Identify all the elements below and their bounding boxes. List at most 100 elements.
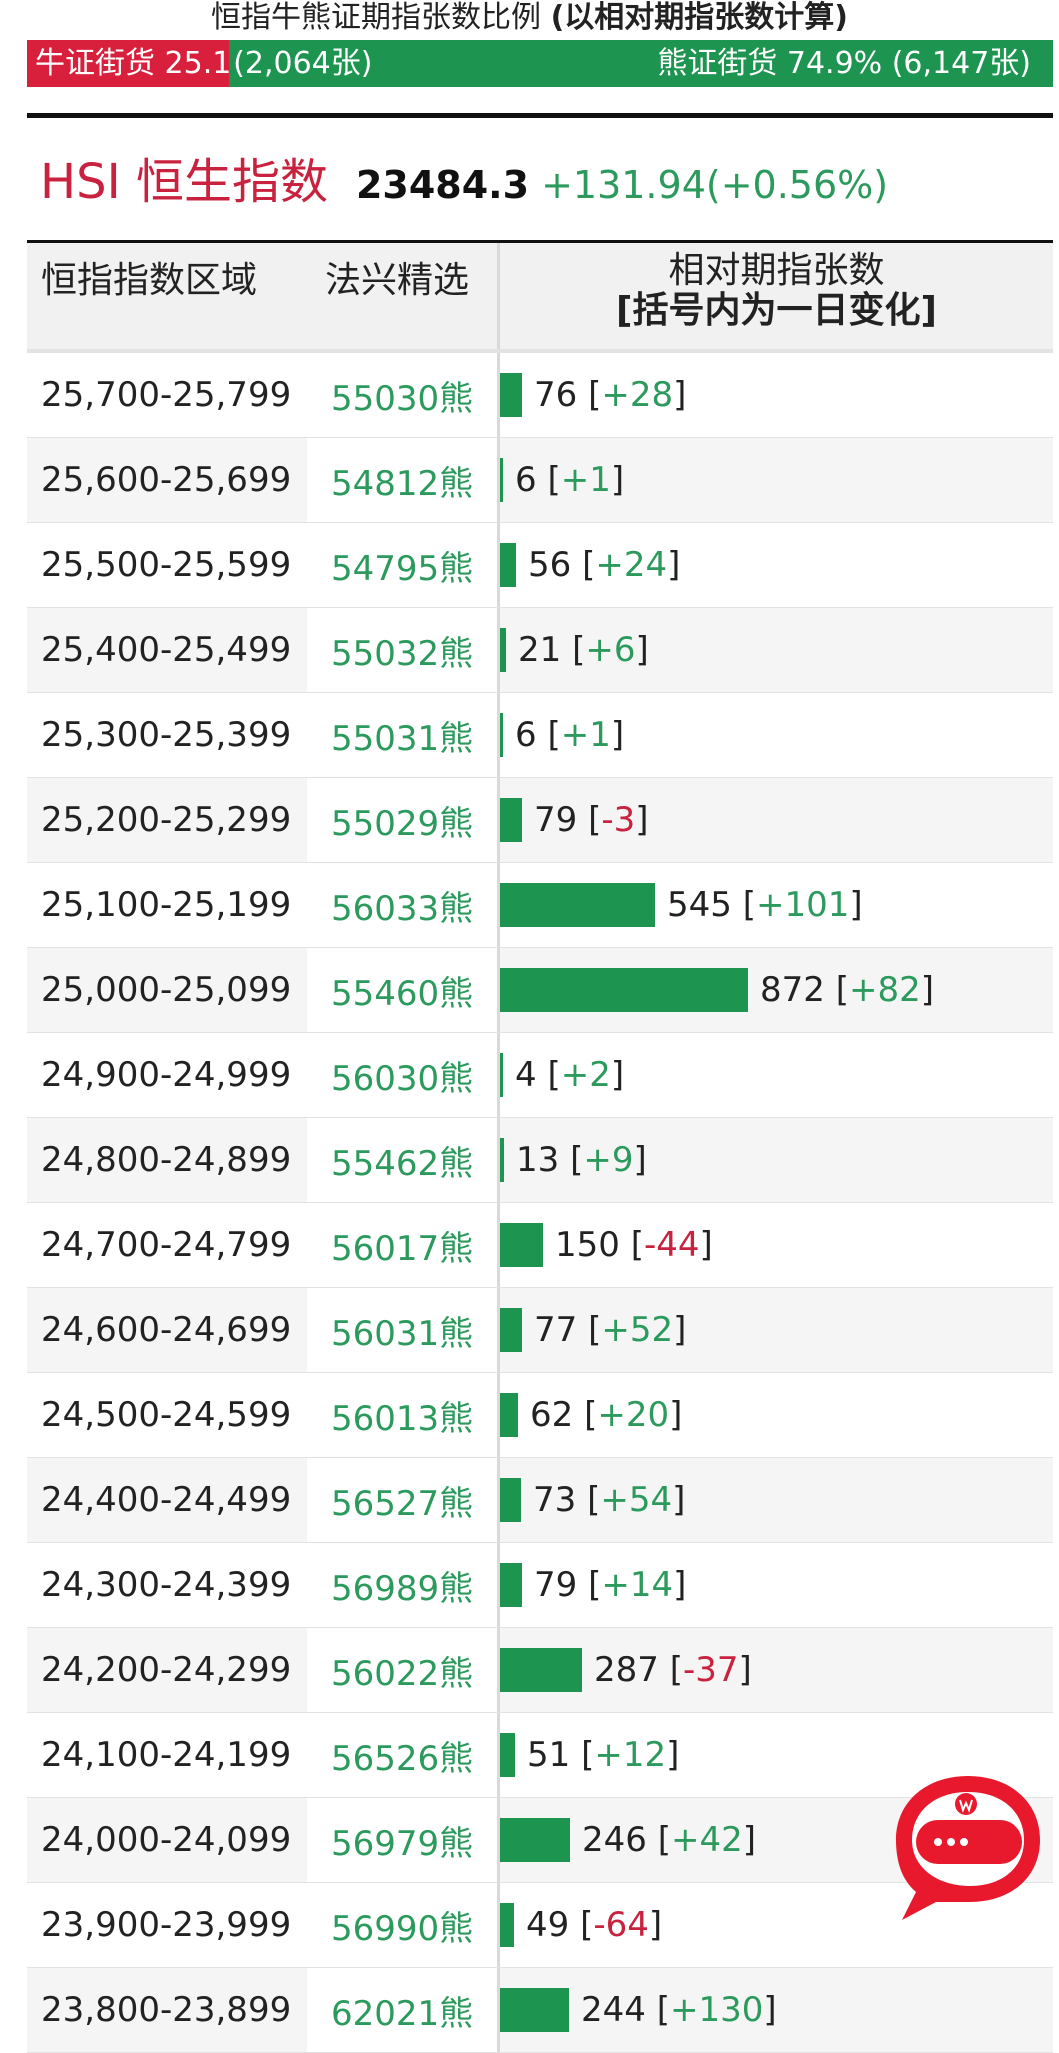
- header-count-line2: [括号内为一日变化]: [616, 290, 937, 331]
- warrant-code-link[interactable]: 56030熊: [307, 1033, 497, 1117]
- count-change: -3: [601, 800, 636, 840]
- warrant-code-link[interactable]: 55460熊: [307, 948, 497, 1032]
- count-change: +20: [597, 1395, 670, 1435]
- count-bar: [500, 1053, 503, 1097]
- count-value: 79: [534, 1565, 578, 1605]
- count-bar: [500, 1818, 570, 1862]
- count-value: 73: [533, 1480, 577, 1520]
- warrant-code-link[interactable]: 56031熊: [307, 1288, 497, 1372]
- count-change: -64: [593, 1905, 649, 1945]
- count-text: 56 [+24]: [528, 545, 681, 585]
- index-range: 24,600-24,699: [41, 1310, 292, 1350]
- chat-bubble-icon: [896, 1776, 1040, 1920]
- warrant-code-link[interactable]: 56990熊: [307, 1883, 497, 1967]
- table-row: 24,500-24,599 56013熊 62 [+20]: [27, 1373, 1053, 1458]
- count-value: 21: [518, 630, 562, 670]
- count-bar: [500, 1988, 569, 2032]
- bull-bear-ratio-bar: 牛证街货 25.1% (2,064张) 熊证街货 74.9% (6,147张): [27, 40, 1053, 87]
- count-cell: 73 [+54]: [497, 1458, 1053, 1542]
- count-cell: 79 [-3]: [497, 778, 1053, 862]
- warrant-code-link[interactable]: 56527熊: [307, 1458, 497, 1542]
- count-cell: 51 [+12]: [497, 1713, 1053, 1797]
- index-name: HSI 恒生指数: [40, 154, 328, 210]
- count-bar: [500, 543, 516, 587]
- count-change: +1: [560, 460, 611, 500]
- count-bar: [500, 373, 522, 417]
- count-cell: 150 [-44]: [497, 1203, 1053, 1287]
- warrant-code-link[interactable]: 56979熊: [307, 1798, 497, 1882]
- count-bar: [500, 713, 503, 757]
- warrant-code-link[interactable]: 56022熊: [307, 1628, 497, 1712]
- count-text: 6 [+1]: [515, 460, 625, 500]
- warrant-code-link[interactable]: 55032熊: [307, 608, 497, 692]
- count-value: 4: [515, 1055, 537, 1095]
- count-change: +54: [600, 1480, 673, 1520]
- warrant-code-link[interactable]: 56526熊: [307, 1713, 497, 1797]
- bear-segment: (2,064张) 熊证街货 74.9% (6,147张): [229, 40, 1053, 87]
- count-cell: 62 [+20]: [497, 1373, 1053, 1457]
- warrant-code-link[interactable]: 55031熊: [307, 693, 497, 777]
- warrant-code-link[interactable]: 56013熊: [307, 1373, 497, 1457]
- warrant-code-link[interactable]: 55029熊: [307, 778, 497, 862]
- count-change: +130: [669, 1990, 764, 2030]
- index-range: 25,500-25,599: [41, 545, 292, 585]
- count-text: 76 [+28]: [534, 375, 687, 415]
- table-row: 24,300-24,399 56989熊 79 [+14]: [27, 1543, 1053, 1628]
- warrant-code-link[interactable]: 55462熊: [307, 1118, 497, 1202]
- count-cell: 56 [+24]: [497, 523, 1053, 607]
- count-value: 872: [760, 970, 825, 1010]
- table-row: 24,700-24,799 56017熊 150 [-44]: [27, 1203, 1053, 1288]
- count-value: 51: [527, 1735, 571, 1775]
- count-change: +9: [583, 1140, 634, 1180]
- count-cell: 244 [+130]: [497, 1968, 1053, 2052]
- count-text: 49 [-64]: [526, 1905, 663, 1945]
- chat-button[interactable]: [890, 1770, 1046, 1924]
- header-count-line1: 相对期指张数: [668, 250, 885, 291]
- table-row: 24,400-24,499 56527熊 73 [+54]: [27, 1458, 1053, 1543]
- count-text: 545 [+101]: [667, 885, 863, 925]
- count-value: 545: [667, 885, 732, 925]
- table-row: 24,900-24,999 56030熊 4 [+2]: [27, 1033, 1053, 1118]
- index-value: 23484.3: [355, 163, 530, 207]
- index-range: 24,900-24,999: [41, 1055, 292, 1095]
- warrant-code-link[interactable]: 55030熊: [307, 353, 497, 437]
- count-value: 77: [534, 1310, 578, 1350]
- warrant-code-link[interactable]: 62021熊: [307, 1968, 497, 2052]
- index-range: 24,500-24,599: [41, 1395, 292, 1435]
- warrant-code-link[interactable]: 56017熊: [307, 1203, 497, 1287]
- warrant-code-link[interactable]: 54795熊: [307, 523, 497, 607]
- count-cell: 6 [+1]: [497, 693, 1053, 777]
- index-range: 25,400-25,499: [41, 630, 292, 670]
- count-change: +1: [560, 715, 611, 755]
- warrant-code-link[interactable]: 56989熊: [307, 1543, 497, 1627]
- index-range: 25,700-25,799: [41, 375, 292, 415]
- count-bar: [500, 968, 748, 1012]
- index-range: 23,800-23,899: [41, 1990, 292, 2030]
- warrant-code-link[interactable]: 56033熊: [307, 863, 497, 947]
- warrant-code-link[interactable]: 54812熊: [307, 438, 497, 522]
- count-value: 13: [516, 1140, 560, 1180]
- count-cell: 13 [+9]: [497, 1118, 1053, 1202]
- count-text: 13 [+9]: [516, 1140, 647, 1180]
- count-text: 73 [+54]: [533, 1480, 686, 1520]
- count-bar: [500, 458, 503, 502]
- count-cell: 6 [+1]: [497, 438, 1053, 522]
- count-value: 287: [594, 1650, 659, 1690]
- table-row: 25,400-25,499 55032熊 21 [+6]: [27, 608, 1053, 693]
- count-bar: [500, 1223, 543, 1267]
- count-change: +6: [585, 630, 636, 670]
- count-change: +14: [601, 1565, 674, 1605]
- count-value: 6: [515, 715, 537, 755]
- count-bar: [500, 1903, 514, 1947]
- table-row: 25,500-25,599 54795熊 56 [+24]: [27, 523, 1053, 608]
- index-range: 23,900-23,999: [41, 1905, 292, 1945]
- table-header: 恒指指数区域 法兴精选 相对期指张数 [括号内为一日变化]: [27, 243, 1053, 353]
- count-bar: [500, 628, 506, 672]
- count-cell: 872 [+82]: [497, 948, 1053, 1032]
- bear-label: 熊证街货 74.9% (6,147张): [657, 46, 1031, 81]
- header-pick: 法兴精选: [325, 260, 470, 301]
- table-row: 24,600-24,699 56031熊 77 [+52]: [27, 1288, 1053, 1373]
- index-range: 24,200-24,299: [41, 1650, 292, 1690]
- count-bar: [500, 1563, 522, 1607]
- count-value: 246: [582, 1820, 647, 1860]
